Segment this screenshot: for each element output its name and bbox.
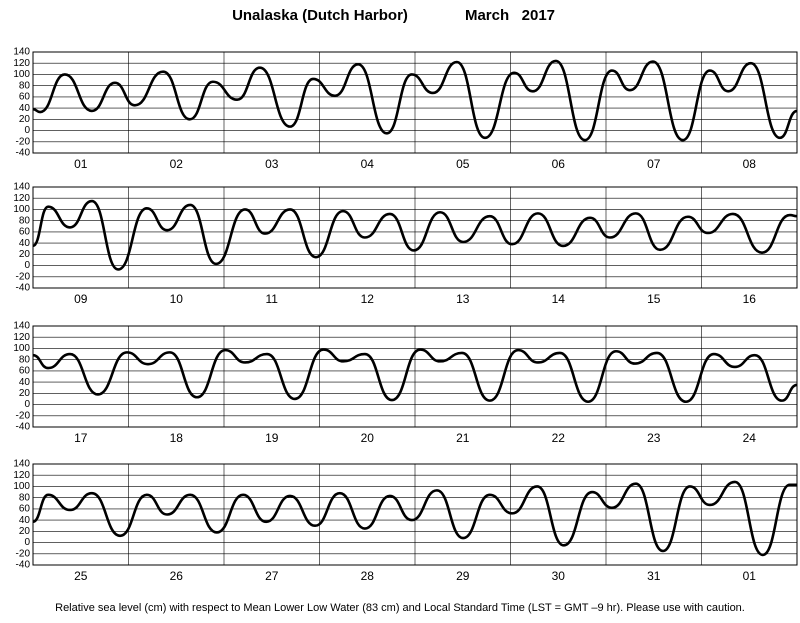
day-label: 25	[74, 569, 88, 583]
day-label: 11	[266, 292, 279, 306]
y-tick-label: 100	[13, 204, 30, 215]
day-label: 02	[170, 157, 184, 171]
day-label: 01	[74, 157, 88, 171]
day-label: 22	[552, 431, 566, 445]
day-label: 15	[647, 292, 661, 306]
y-tick-label: 60	[19, 366, 31, 377]
y-tick-label: 0	[24, 260, 30, 271]
day-label: 27	[265, 569, 279, 583]
day-label: 06	[552, 157, 566, 171]
day-label: 21	[456, 431, 470, 445]
y-tick-label: 120	[13, 470, 30, 481]
y-tick-label: 40	[19, 238, 31, 249]
chart-title: Unalaska (Dutch Harbor)	[232, 7, 408, 24]
day-label: 13	[456, 292, 470, 306]
y-tick-label: 80	[19, 354, 31, 365]
day-label: 17	[74, 431, 88, 445]
day-label: 23	[647, 431, 661, 445]
plot-frame	[32, 51, 798, 154]
tide-line	[32, 199, 798, 271]
y-tick-label: -40	[16, 283, 31, 294]
y-tick-label: 40	[19, 103, 31, 114]
day-label: 14	[552, 292, 566, 306]
day-label: 12	[361, 292, 375, 306]
tide-line	[32, 59, 798, 142]
plot-frame	[32, 463, 798, 566]
day-label: 07	[647, 157, 661, 171]
y-tick-label: -20	[16, 136, 31, 147]
y-tick-label: 140	[13, 459, 30, 470]
day-label: 01	[743, 569, 757, 583]
day-label: 18	[170, 431, 184, 445]
day-label: 08	[743, 157, 757, 171]
y-tick-label: 60	[19, 504, 31, 515]
y-tick-label: 120	[13, 332, 30, 343]
y-tick-label: 140	[13, 47, 30, 58]
y-tick-label: 60	[19, 92, 31, 103]
y-tick-label: -20	[16, 271, 31, 282]
day-label: 19	[265, 431, 279, 445]
y-tick-label: 140	[13, 321, 30, 332]
y-tick-label: 100	[13, 69, 30, 80]
chart-date: March 2017	[465, 7, 555, 24]
tide-line	[32, 480, 797, 557]
plot-frame	[32, 325, 798, 428]
footnote: Relative sea level (cm) with respect to …	[55, 602, 745, 614]
y-tick-label: 0	[24, 537, 30, 548]
y-tick-label: -40	[16, 422, 31, 433]
day-label: 26	[170, 569, 184, 583]
day-label: 09	[74, 292, 88, 306]
plot-frame	[32, 186, 798, 289]
y-tick-label: 100	[13, 481, 30, 492]
y-tick-label: 60	[19, 227, 31, 238]
y-tick-label: 140	[13, 182, 30, 193]
day-label: 31	[647, 569, 661, 583]
y-tick-label: 20	[19, 388, 31, 399]
day-label: 04	[361, 157, 375, 171]
y-tick-label: 100	[13, 343, 30, 354]
y-tick-label: 80	[19, 80, 31, 91]
y-tick-label: 80	[19, 492, 31, 503]
day-label: 20	[361, 431, 375, 445]
day-label: 24	[743, 431, 757, 445]
y-tick-label: 0	[24, 399, 30, 410]
day-label: 28	[361, 569, 375, 583]
y-tick-label: 20	[19, 526, 31, 537]
day-label: 03	[265, 157, 279, 171]
day-label: 05	[456, 157, 470, 171]
y-tick-label: 40	[19, 515, 31, 526]
y-tick-label: 120	[13, 58, 30, 69]
day-label: 10	[170, 292, 184, 306]
y-tick-label: 120	[13, 193, 30, 204]
y-tick-label: -40	[16, 148, 31, 159]
y-tick-label: 40	[19, 377, 31, 388]
day-label: 30	[552, 569, 566, 583]
y-tick-label: 20	[19, 249, 31, 260]
tide-line	[32, 348, 798, 404]
day-label: 16	[743, 292, 757, 306]
y-tick-label: -40	[16, 560, 31, 571]
y-tick-label: 80	[19, 215, 31, 226]
y-tick-label: 0	[24, 125, 30, 136]
y-tick-label: 20	[19, 114, 31, 125]
y-tick-label: -20	[16, 410, 31, 421]
y-tick-label: -20	[16, 548, 31, 559]
day-label: 29	[456, 569, 470, 583]
